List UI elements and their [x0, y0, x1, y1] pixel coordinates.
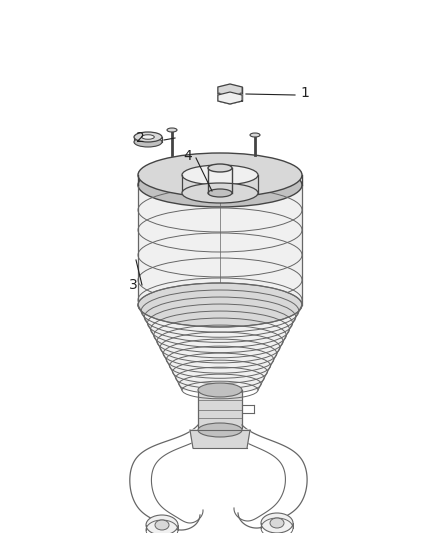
- Ellipse shape: [155, 520, 169, 530]
- Ellipse shape: [167, 128, 177, 132]
- Ellipse shape: [146, 515, 178, 533]
- Polygon shape: [230, 93, 242, 104]
- Ellipse shape: [250, 133, 260, 137]
- Ellipse shape: [138, 163, 302, 207]
- Ellipse shape: [270, 518, 284, 528]
- Ellipse shape: [138, 283, 302, 327]
- Text: 3: 3: [129, 278, 138, 292]
- Text: 2: 2: [136, 131, 145, 145]
- Ellipse shape: [198, 383, 242, 397]
- Text: 4: 4: [183, 149, 192, 163]
- Text: 1: 1: [300, 86, 309, 100]
- Ellipse shape: [138, 153, 302, 197]
- Ellipse shape: [182, 165, 258, 185]
- Ellipse shape: [208, 189, 232, 197]
- Ellipse shape: [261, 513, 293, 533]
- Polygon shape: [218, 92, 242, 104]
- Polygon shape: [218, 93, 230, 104]
- Ellipse shape: [182, 183, 258, 203]
- Bar: [198, 390, 242, 430]
- Polygon shape: [190, 430, 250, 448]
- Ellipse shape: [134, 132, 162, 142]
- Bar: [138, 185, 302, 305]
- Ellipse shape: [134, 137, 162, 147]
- Polygon shape: [138, 305, 302, 390]
- Ellipse shape: [198, 423, 242, 437]
- Ellipse shape: [208, 164, 232, 172]
- Ellipse shape: [142, 135, 154, 139]
- Polygon shape: [218, 84, 242, 96]
